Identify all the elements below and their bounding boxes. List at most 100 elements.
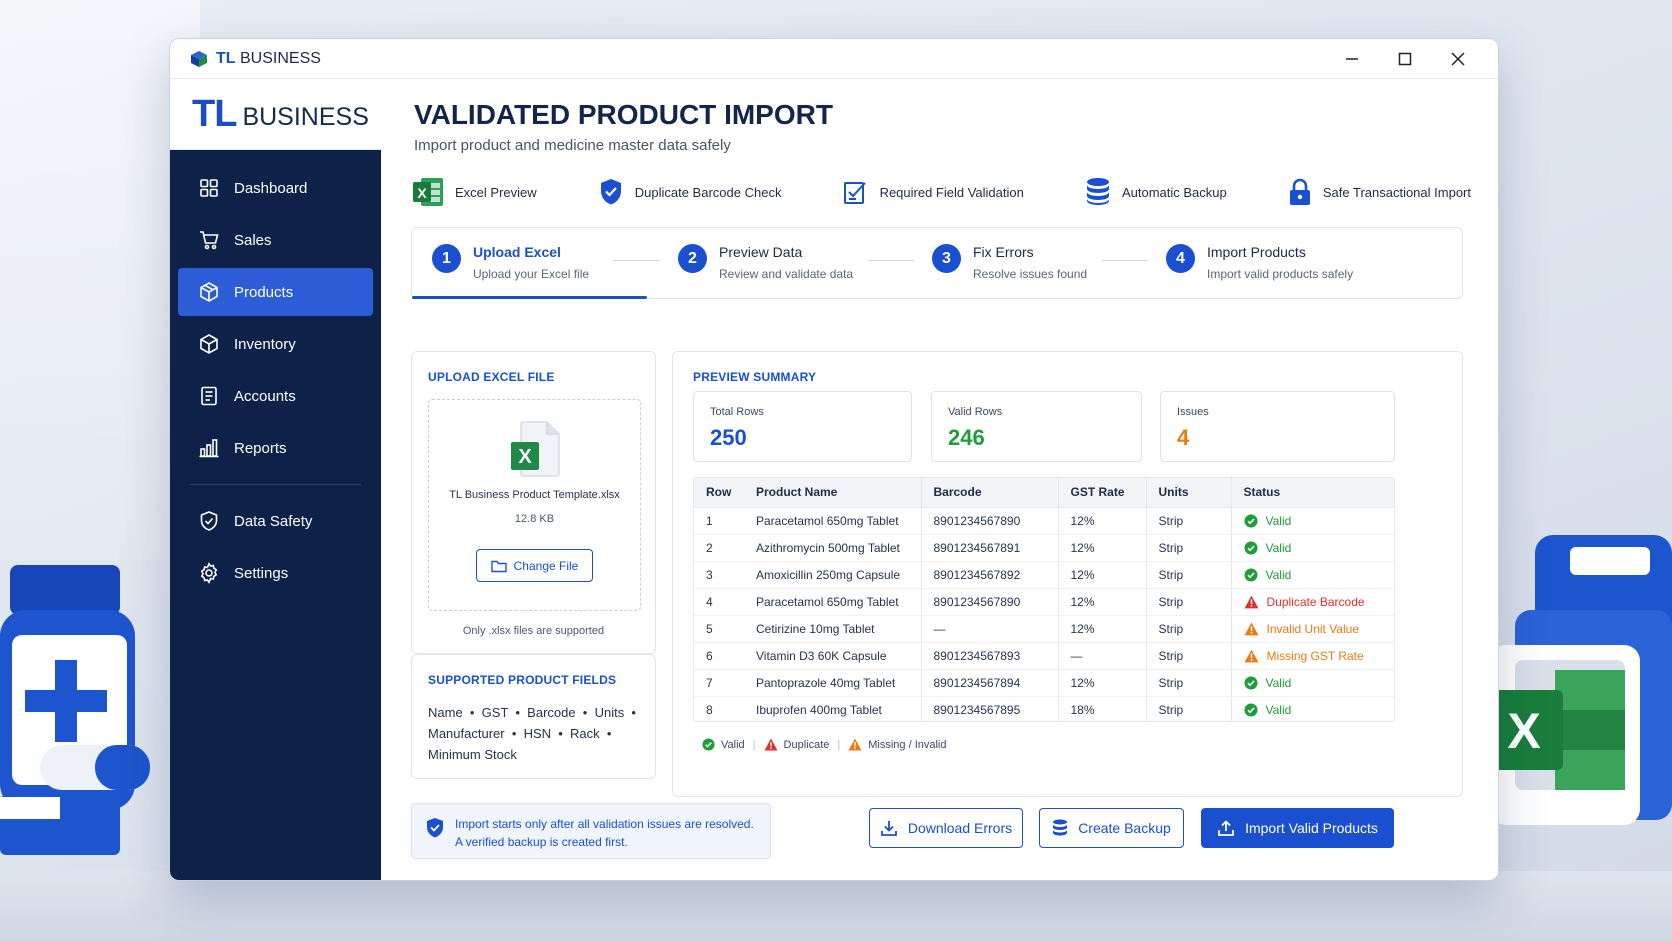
table-row[interactable]: 1 Paracetamol 650mg Tablet 8901234567890 12… <box>694 507 1394 535</box>
fields-line: Minimum Stock <box>428 747 517 762</box>
sidebar-item-label: Sales <box>234 231 272 249</box>
cell-status: Valid <box>1230 561 1394 589</box>
lock-icon <box>1289 178 1310 205</box>
status-text: Valid <box>1265 567 1292 582</box>
table-row[interactable]: 6 Vitamin D3 60K Capsule 8901234567893— Str… <box>694 642 1394 670</box>
legend-valid: Valid <box>702 738 745 751</box>
step-number: 1 <box>432 244 461 273</box>
step-fix-errors[interactable]: 3 Fix Errors Resolve issues found <box>932 242 1087 281</box>
status-badge: Invalid Unit Value <box>1244 622 1395 636</box>
cell-units: Strip <box>1145 696 1231 721</box>
excel-folder-illustration: X <box>1485 535 1672 825</box>
download-icon <box>880 821 897 836</box>
table-row[interactable]: 4 Paracetamol 650mg Tablet 8901234567890 12… <box>694 588 1395 616</box>
warning-red-icon <box>1244 595 1258 608</box>
preview-data-table: Row Product Name Barcode GST Rate Units … <box>694 478 1395 721</box>
status-text: Valid <box>1265 513 1292 528</box>
status-text: Valid <box>1265 675 1292 690</box>
cell-barcode: 8901234567890 <box>920 507 1058 535</box>
status-badge: Valid <box>1244 703 1395 717</box>
brand-logo: TL BUSINESS <box>170 79 381 150</box>
table-row[interactable]: 8 Ibuprofen 400mg Tablet 8901234567895 18% S… <box>694 696 1395 721</box>
step-description: Upload your Excel file <box>473 267 590 281</box>
status-badge: Duplicate Barcode <box>1244 595 1395 609</box>
sidebar-item-label: Accounts <box>234 387 296 405</box>
feature-excel-preview: X Excel Preview <box>411 175 537 209</box>
import-valid-products-label: Import Valid Products <box>1245 820 1378 836</box>
cell-product-name: Ibuprofen 400mg Tablet <box>756 702 882 717</box>
check-circle-icon <box>702 738 715 751</box>
create-backup-button[interactable]: Create Backup <box>1039 808 1184 848</box>
cell-row: 1 <box>694 507 744 535</box>
sidebar-item-sales[interactable]: Sales <box>178 216 373 264</box>
legend-label: Missing / Invalid <box>868 738 947 751</box>
sidebar-item-reports[interactable]: Reports <box>178 424 373 472</box>
download-errors-button[interactable]: Download Errors <box>869 808 1023 848</box>
background-window-light <box>0 0 200 560</box>
cell-gst-rate: — <box>1057 642 1146 670</box>
cell-gst-rate: 12% <box>1057 534 1146 562</box>
cell-product-name: Azithromycin 500mg Tablet <box>744 534 921 562</box>
file-dropzone[interactable]: X TL Business Product Template.xlsx 12.8… <box>428 399 641 611</box>
table-row[interactable]: 3 Amoxicillin 250mg Capsule 8901234567892 1… <box>694 561 1394 589</box>
checklist-icon <box>843 182 866 204</box>
minimize-button[interactable] <box>1325 39 1378 79</box>
cell-status: Valid <box>1230 507 1394 535</box>
cell-barcode: 8901234567895 <box>920 696 1058 721</box>
step-connector <box>1102 260 1148 261</box>
cell-barcode: 8901234567891 <box>920 534 1058 562</box>
close-button[interactable] <box>1431 39 1484 79</box>
change-file-button[interactable]: Change File <box>476 549 593 582</box>
step-preview-data[interactable]: 2 Preview Data Review and validate data <box>678 242 853 281</box>
cell-status: Missing GST Rate <box>1230 642 1394 670</box>
svg-text:X: X <box>1507 703 1540 759</box>
step-import-products[interactable]: 4 Import Products Import valid products … <box>1166 242 1353 281</box>
create-backup-label: Create Backup <box>1078 820 1171 836</box>
active-step-indicator <box>412 296 647 299</box>
file-name: TL Business Product Template.xlsx <box>449 489 620 501</box>
dashboard-icon <box>200 179 218 197</box>
cell-row: 8 <box>706 702 713 717</box>
fields-list: Name • GST • Barcode • Units • Manufactu… <box>428 702 643 765</box>
table-row[interactable]: 2 Azithromycin 500mg Tablet 8901234567891 1… <box>694 534 1395 562</box>
fields-card-title: SUPPORTED PRODUCT FIELDS <box>428 673 617 687</box>
close-icon <box>1450 52 1465 66</box>
status-badge: Valid <box>1244 541 1395 555</box>
sidebar-item-dashboard[interactable]: Dashboard <box>178 164 373 212</box>
xlsx-file-icon: X <box>511 421 560 477</box>
sidebar-item-label: Dashboard <box>234 179 308 197</box>
sidebar-item-products[interactable]: Products <box>178 268 373 316</box>
page-title: VALIDATED PRODUCT IMPORT <box>414 99 833 130</box>
main-content: VALIDATED PRODUCT IMPORT Import product … <box>381 79 1498 880</box>
sidebar-item-inventory[interactable]: Inventory <box>178 320 373 368</box>
stat-label: Valid Rows <box>948 406 1003 418</box>
check-circle-icon <box>1244 676 1257 689</box>
sidebar-item-data-safety[interactable]: Data Safety <box>178 497 373 545</box>
preview-card-title: PREVIEW SUMMARY <box>693 370 817 384</box>
import-valid-products-button[interactable]: Import Valid Products <box>1201 808 1394 848</box>
sidebar-item-accounts[interactable]: Accounts <box>178 372 373 420</box>
maximize-button[interactable] <box>1378 39 1431 79</box>
step-upload-excel[interactable]: 1 Upload Excel Upload your Excel file <box>432 242 589 281</box>
upload-excel-card: UPLOAD EXCEL FILE X TL Business Product … <box>411 351 656 654</box>
check-circle-icon <box>1244 514 1257 527</box>
preview-table: Row Product Name Barcode GST Rate Units … <box>693 477 1395 722</box>
status-text: Missing GST Rate <box>1266 648 1364 663</box>
column-header-product-name: Product Name <box>744 478 921 508</box>
cell-product-name: Vitamin D3 60K Capsule <box>744 642 921 670</box>
stat-value: 246 <box>948 425 985 450</box>
cell-units: Strip <box>1145 507 1231 535</box>
feature-label: Safe Transactional Import <box>1322 184 1471 200</box>
step-description: Resolve issues found <box>973 267 1088 281</box>
step-number: 4 <box>1166 244 1195 273</box>
sidebar-item-label: Reports <box>234 439 287 457</box>
cell-status: Valid <box>1230 669 1394 697</box>
table-row[interactable]: 7 Pantoprazole 40mg Tablet 8901234567894 12… <box>694 669 1394 697</box>
cell-status: Duplicate Barcode <box>1230 588 1395 616</box>
warning-orange-icon <box>1244 649 1258 662</box>
background-desk <box>0 871 1672 941</box>
cell-status: Invalid Unit Value <box>1230 615 1395 643</box>
cell-gst-rate: 12% <box>1057 669 1146 697</box>
sidebar-item-settings[interactable]: Settings <box>178 549 373 597</box>
table-row[interactable]: 5 Cetirizine 10mg Tablet —12% Strip Invalid … <box>694 615 1395 643</box>
